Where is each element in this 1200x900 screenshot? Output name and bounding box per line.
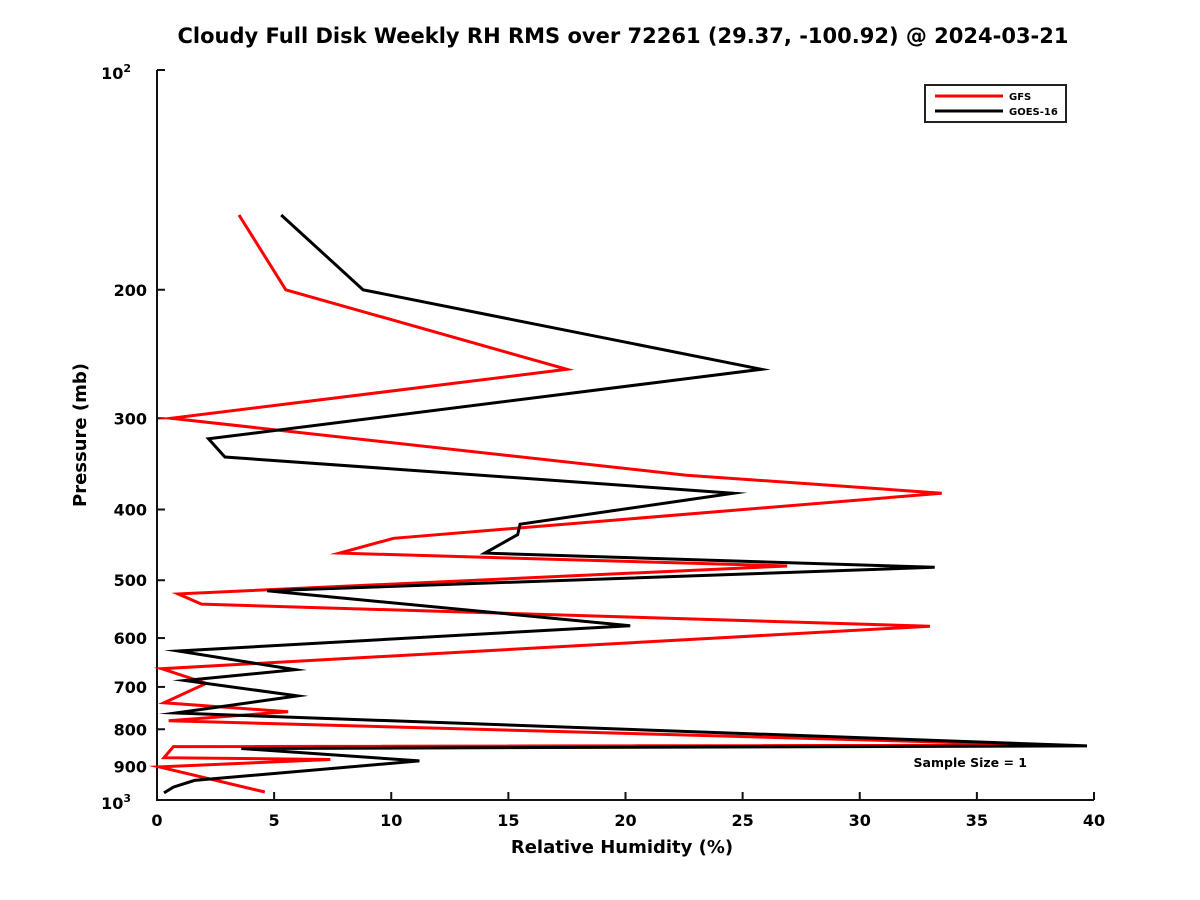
y-tick-label-900: 900 [114, 758, 147, 777]
series-line-gfs [148, 214, 1052, 794]
legend-frame [924, 84, 1067, 123]
x-tick-label-30: 30 [849, 811, 871, 830]
x-tick-label-25: 25 [731, 811, 753, 830]
x-tick-label-40: 40 [1083, 811, 1105, 830]
x-tick-label-5: 5 [269, 811, 280, 830]
y-tick-label-300: 300 [114, 409, 147, 428]
x-tick-label-20: 20 [614, 811, 636, 830]
legend-label-gfs: GFS [1009, 92, 1031, 103]
x-tick-label-15: 15 [497, 811, 519, 830]
x-axis-label: Relative Humidity (%) [511, 837, 733, 858]
y-tick-label-600: 600 [114, 629, 147, 648]
y-tick-label-800: 800 [114, 720, 147, 739]
y-tick-label-400: 400 [114, 501, 147, 520]
legend-label-goes-16: GOES-16 [1009, 107, 1058, 118]
x-tick-label-0: 0 [151, 811, 162, 830]
y-tick-label-1000: 103 [101, 792, 131, 813]
y-tick-label-100: 102 [101, 62, 131, 83]
data-series-layer [148, 213, 1088, 795]
sample-size-note: Sample Size = 1 [914, 755, 1027, 770]
y-tick-label-200: 200 [114, 281, 147, 300]
chart-title: Cloudy Full Disk Weekly RH RMS over 7226… [177, 24, 1069, 48]
y-axis-label: Pressure (mb) [70, 363, 91, 507]
legend-box: GFS GOES-16 [924, 84, 1067, 123]
x-tick-label-35: 35 [966, 811, 988, 830]
series-line-goes-16 [158, 213, 1088, 795]
x-tick-label-10: 10 [380, 811, 402, 830]
y-tick-label-700: 700 [114, 678, 147, 697]
y-tick-label-500: 500 [114, 571, 147, 590]
axes-layer: 0 5 10 15 20 25 30 35 40 102 200 300 400 500 600 700 800… [101, 62, 1105, 830]
